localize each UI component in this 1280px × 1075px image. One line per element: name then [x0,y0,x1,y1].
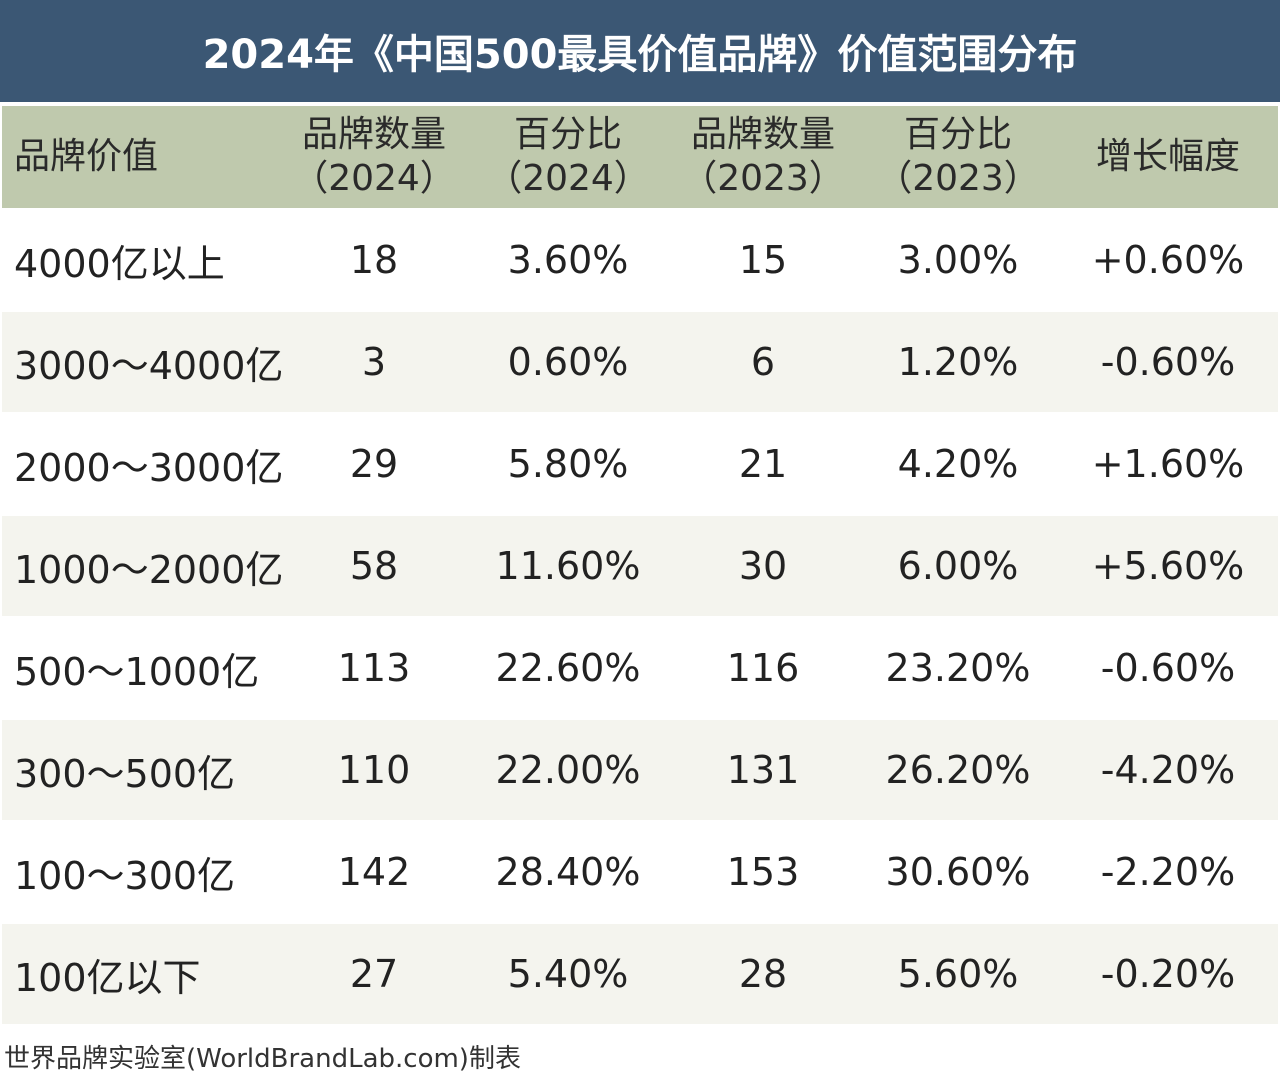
table-cell: 28.40% [495,850,641,894]
table-cell: 100～300亿 [14,853,236,898]
table-row: 4000亿以上 18 3.60% 15 3.00% +0.60% [2,210,1278,310]
table-cell: 29 [349,442,399,486]
table-cell: 30 [738,544,788,588]
table-cell: 18 [349,238,399,282]
table-cell: 11.60% [495,544,641,588]
table-cell: 3.00% [897,238,1019,282]
header-text: （2023） [876,158,1040,199]
table-cell: 3 [361,340,387,384]
table-cell: 30.60% [885,850,1031,894]
table-cell: 3.60% [507,238,629,282]
table-cell: 1000～2000亿 [14,547,284,592]
header-text: 品牌数量 [301,114,446,155]
table-cell: 26.20% [885,748,1031,792]
header-text: 增长幅度 [1095,136,1241,177]
table-cell: 110 [337,748,411,792]
header-text: 品牌数量 [690,114,835,155]
header-text: （2024） [486,158,650,199]
table-cell: +0.60% [1091,238,1245,282]
table-cell: -0.20% [1100,952,1236,996]
table-cell: 300～500亿 [14,751,236,796]
table-cell: 21 [738,442,788,486]
table-cell: -2.20% [1100,850,1236,894]
table-cell: 5.60% [897,952,1019,996]
table-cell: 1.20% [897,340,1019,384]
table-cell: 500～1000亿 [14,649,260,694]
table-row: 500～1000亿 113 22.60% 116 23.20% -0.60% [2,618,1278,718]
table-cell: 22.00% [495,748,641,792]
header-cell: 增长幅度 [1096,135,1240,179]
header-text: （2024） [292,158,456,199]
table-cell: 6.00% [897,544,1019,588]
table-cell: 131 [726,748,800,792]
table-row: 1000～2000亿 58 11.60% 30 6.00% +5.60% [2,516,1278,616]
table-cell: -4.20% [1100,748,1236,792]
table-cell: 0.60% [507,340,629,384]
table-cell: 6 [750,340,776,384]
header-cell: 品牌数量 （2024） [292,113,456,201]
header-text: 品牌价值 [14,136,159,177]
table-cell: 5.40% [507,952,629,996]
table-cell: 116 [726,646,800,690]
table-cell: 5.80% [507,442,629,486]
header-cell: 百分比 （2023） [876,113,1040,201]
table-cell: 142 [337,850,411,894]
table-cell: 22.60% [495,646,641,690]
table-cell: 4000亿以上 [14,241,225,286]
table-cell: 28 [738,952,788,996]
table-row: 2000～3000亿 29 5.80% 21 4.20% +1.60% [2,414,1278,514]
table-row: 300～500亿 110 22.00% 131 26.20% -4.20% [2,720,1278,820]
header-cell: 品牌价值 [14,135,158,179]
table-cell: 15 [738,238,788,282]
footer-note: 世界品牌实验室(WorldBrandLab.com)制表 [4,1044,521,1074]
table-cell: 3000～4000亿 [14,343,284,388]
header-cell: 品牌数量 （2023） [681,113,845,201]
header-row: 品牌价值 品牌数量 （2024） 百分比 （2024） 品牌数量 （2023） 百分比 （202… [2,106,1278,208]
table-row: 3000～4000亿 3 0.60% 6 1.20% -0.60% [2,312,1278,412]
table-cell: +5.60% [1091,544,1245,588]
table-cell: -0.60% [1100,646,1236,690]
header-cell: 百分比 （2024） [486,113,650,201]
table-cell: 153 [726,850,800,894]
table-cell: 100亿以下 [14,955,201,1000]
table-cell: 4.20% [897,442,1019,486]
header-text: 百分比 [513,114,622,155]
table-cell: 23.20% [885,646,1031,690]
header-text: 百分比 [903,114,1012,155]
header-text: （2023） [681,158,845,199]
table-cell: 27 [349,952,399,996]
table-cell: -0.60% [1100,340,1236,384]
table-row: 100亿以下 27 5.40% 28 5.60% -0.20% [2,924,1278,1024]
table-cell: +1.60% [1091,442,1245,486]
table-cell: 2000～3000亿 [14,445,284,490]
table-row: 100～300亿 142 28.40% 153 30.60% -2.20% [2,822,1278,922]
table-cell: 113 [337,646,411,690]
table-cell: 58 [349,544,399,588]
table-title: 2024年《中国500最具价值品牌》价值范围分布 [0,0,1280,102]
